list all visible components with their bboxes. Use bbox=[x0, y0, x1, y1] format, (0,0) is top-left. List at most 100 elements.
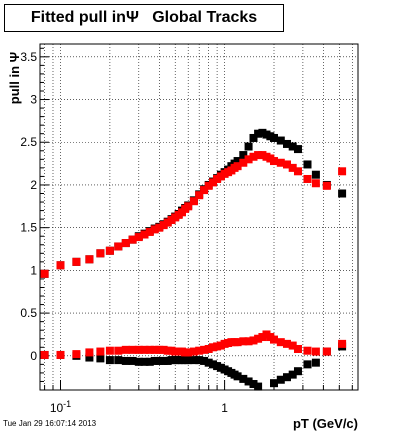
data-point bbox=[145, 357, 154, 366]
data-point bbox=[239, 374, 248, 383]
data-point bbox=[85, 348, 94, 357]
data-point bbox=[288, 341, 297, 350]
data-point bbox=[209, 178, 218, 187]
data-point bbox=[195, 356, 204, 365]
series-1 bbox=[40, 151, 347, 278]
data-point bbox=[134, 233, 143, 242]
data-point bbox=[293, 145, 302, 154]
data-point bbox=[134, 345, 143, 354]
data-point bbox=[282, 373, 291, 382]
timestamp: Tue Jan 29 16:07:14 2013 bbox=[3, 419, 97, 428]
data-point bbox=[145, 345, 154, 354]
data-point bbox=[282, 160, 291, 169]
data-point bbox=[195, 346, 204, 355]
data-point bbox=[40, 350, 49, 359]
data-point bbox=[200, 345, 209, 354]
data-point bbox=[258, 333, 267, 342]
data-point bbox=[249, 336, 258, 345]
data-point bbox=[311, 347, 320, 356]
data-point bbox=[195, 191, 204, 200]
data-point bbox=[249, 152, 258, 161]
data-point bbox=[85, 255, 94, 264]
data-point bbox=[128, 345, 137, 354]
data-point bbox=[303, 346, 312, 355]
data-point bbox=[72, 350, 81, 359]
data-point bbox=[204, 358, 213, 367]
data-point bbox=[145, 227, 154, 236]
data-point bbox=[128, 356, 137, 365]
data-point bbox=[114, 356, 123, 365]
data-point bbox=[303, 360, 312, 369]
data-point bbox=[85, 353, 94, 362]
data-point bbox=[303, 174, 312, 183]
data-point bbox=[155, 356, 164, 365]
data-point bbox=[288, 163, 297, 172]
data-point bbox=[184, 356, 193, 365]
data-point bbox=[322, 347, 331, 356]
data-point bbox=[96, 354, 105, 363]
data-point bbox=[209, 360, 218, 369]
axes: 0 0.5 1 1.5 2 2.5 3 3.5 10-1 1 bbox=[20, 47, 353, 415]
series-layer bbox=[40, 128, 347, 391]
data-point bbox=[270, 335, 279, 344]
data-point bbox=[105, 246, 114, 255]
data-point bbox=[204, 344, 213, 353]
data-point bbox=[56, 261, 65, 270]
data-point bbox=[258, 128, 267, 137]
y-axis-label: pull in Ψ bbox=[7, 52, 22, 104]
data-point bbox=[338, 339, 347, 348]
data-point bbox=[159, 221, 168, 230]
data-point bbox=[239, 158, 248, 167]
y-tick-label: 0.5 bbox=[20, 306, 37, 320]
data-point bbox=[184, 348, 193, 357]
data-point bbox=[282, 139, 291, 148]
data-point bbox=[288, 142, 297, 151]
x-axis-label: pT (GeV/c) bbox=[293, 416, 358, 431]
data-point bbox=[270, 379, 279, 388]
data-point bbox=[121, 239, 130, 248]
data-point bbox=[270, 157, 279, 166]
y-tick-label: 2.5 bbox=[20, 135, 37, 149]
data-point bbox=[96, 347, 105, 356]
data-point bbox=[114, 242, 123, 251]
data-point bbox=[204, 181, 213, 190]
data-point bbox=[254, 129, 263, 138]
series-3 bbox=[40, 330, 347, 359]
data-point bbox=[233, 162, 242, 171]
data-point bbox=[128, 235, 137, 244]
data-point bbox=[311, 170, 320, 179]
data-point bbox=[96, 249, 105, 258]
data-point bbox=[239, 151, 248, 160]
y-tick-label: 1 bbox=[30, 263, 37, 277]
data-point bbox=[150, 225, 159, 234]
data-point bbox=[114, 346, 123, 355]
data-point bbox=[189, 356, 198, 365]
data-point bbox=[189, 347, 198, 356]
data-point bbox=[184, 202, 193, 211]
data-point bbox=[322, 181, 331, 190]
data-point bbox=[121, 356, 130, 365]
chart-title: Fitted pull inΨ Global Tracks bbox=[4, 4, 284, 32]
y-tick-label: 0 bbox=[30, 349, 37, 363]
data-point bbox=[239, 337, 248, 346]
data-point bbox=[140, 345, 149, 354]
data-point bbox=[150, 356, 159, 365]
data-point bbox=[155, 345, 164, 354]
data-point bbox=[233, 338, 242, 347]
data-point bbox=[276, 375, 285, 384]
data-point bbox=[293, 367, 302, 376]
x-tick-label: 1 bbox=[221, 401, 228, 415]
data-point bbox=[244, 142, 253, 151]
data-point bbox=[303, 160, 312, 169]
data-point bbox=[155, 223, 164, 232]
grid bbox=[40, 44, 358, 390]
data-point bbox=[159, 345, 168, 354]
data-point bbox=[311, 358, 320, 367]
data-point bbox=[244, 337, 253, 346]
y-tick-label: 3 bbox=[30, 93, 37, 107]
data-point bbox=[200, 186, 209, 195]
data-point bbox=[311, 179, 320, 188]
data-point bbox=[258, 151, 267, 160]
data-point bbox=[121, 345, 130, 354]
data-point bbox=[276, 136, 285, 145]
